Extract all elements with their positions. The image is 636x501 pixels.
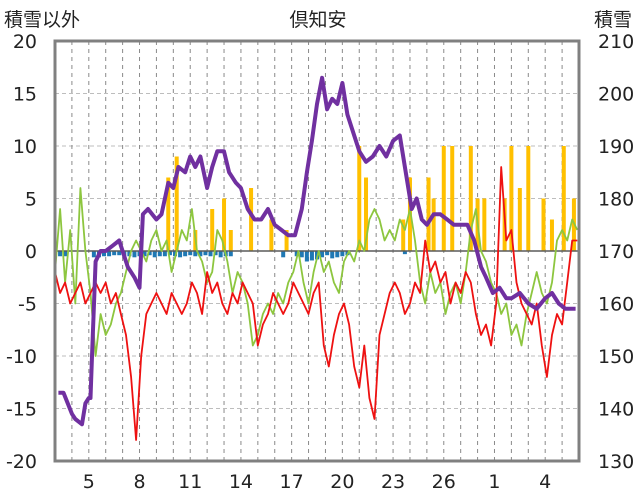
- right-tick-label: 210: [598, 31, 634, 53]
- snowfall-bar: [450, 146, 455, 251]
- sunshine-bar: [213, 251, 218, 256]
- sunshine-bar: [198, 251, 203, 257]
- sunshine-bar: [304, 251, 309, 262]
- sunshine-bar: [188, 251, 193, 256]
- snowfall-bar: [431, 198, 436, 251]
- left-tick-label: 20: [13, 31, 37, 53]
- sunshine-bar: [132, 251, 137, 258]
- snowfall-bar: [174, 156, 179, 251]
- axis-labels: 20151050-5-10-15-20210200190180170160150…: [6, 31, 634, 493]
- sunshine-bar: [193, 251, 198, 257]
- x-tick-label: 23: [381, 471, 405, 493]
- snowfall-bar: [517, 188, 522, 251]
- left-tick-label: 5: [25, 189, 37, 211]
- chart-marks: [54, 75, 579, 441]
- x-tick-label: 4: [539, 471, 551, 493]
- right-tick-label: 180: [598, 189, 634, 211]
- snowfall-bar: [509, 146, 514, 251]
- sunshine-bar: [147, 251, 152, 256]
- snowfall-bar: [357, 146, 362, 251]
- snowfall-bar: [482, 198, 487, 251]
- sunshine-bar: [91, 251, 96, 258]
- sunshine-bar: [178, 251, 183, 258]
- snowfall-bar: [549, 219, 554, 251]
- left-tick-label: -20: [6, 451, 37, 473]
- sunshine-bar: [107, 251, 112, 257]
- left-tick-label: 0: [25, 241, 37, 263]
- left-tick-label: -15: [6, 399, 37, 421]
- sunshine-bar: [152, 251, 157, 258]
- snowfall-bar: [441, 146, 446, 251]
- sunshine-bar: [142, 251, 147, 257]
- left-tick-label: -10: [6, 346, 37, 368]
- sunshine-bar: [157, 251, 162, 257]
- sunshine-bar: [162, 251, 167, 257]
- snowfall-bar: [364, 177, 369, 251]
- x-tick-label: 5: [83, 471, 95, 493]
- plot-frame: [53, 39, 581, 463]
- sunshine-bar: [127, 251, 132, 257]
- left-tick-label: -5: [18, 294, 37, 316]
- sunshine-bar: [167, 251, 172, 256]
- sunshine-bar: [63, 251, 68, 257]
- snowfall-bar: [222, 198, 227, 251]
- snowfall-bar: [269, 219, 274, 251]
- sunshine-bar: [183, 251, 188, 257]
- sunshine-bar: [117, 251, 122, 256]
- sunshine-bar: [208, 251, 213, 257]
- right-axis-label: 積雪: [594, 9, 632, 31]
- x-tick-label: 20: [330, 471, 354, 493]
- right-tick-label: 140: [598, 399, 634, 421]
- sunshine-bar: [330, 251, 335, 259]
- left-tick-label: 15: [13, 84, 37, 106]
- snowfall-bar: [468, 146, 473, 251]
- right-tick-label: 200: [598, 84, 634, 106]
- sunshine-bar: [335, 251, 340, 258]
- chart-title: 倶知安: [289, 9, 346, 31]
- right-tick-label: 150: [598, 346, 634, 368]
- sunshine-bar: [299, 251, 304, 258]
- right-tick-label: 190: [598, 136, 634, 158]
- sunshine-bar: [173, 251, 178, 257]
- sunshine-bar: [309, 251, 314, 261]
- snowfall-bar: [210, 209, 215, 251]
- sunshine-bar: [218, 251, 223, 258]
- x-tick-label: 8: [133, 471, 145, 493]
- sunshine-bar: [294, 251, 299, 257]
- sunshine-bar: [340, 251, 345, 257]
- snowfall-bar: [401, 219, 406, 251]
- snowfall-bar: [541, 198, 546, 251]
- sunshine-bar: [228, 251, 233, 257]
- snowfall-bar: [228, 230, 233, 251]
- sunshine-bar: [281, 251, 286, 258]
- right-tick-label: 170: [598, 241, 634, 263]
- sunshine-bar: [203, 251, 208, 256]
- sunshine-bar: [112, 251, 117, 256]
- snowfall-bar: [249, 188, 254, 251]
- left-axis-label: 積雪以外: [4, 9, 80, 31]
- right-tick-label: 160: [598, 294, 634, 316]
- x-tick-label: 26: [432, 471, 456, 493]
- snowfall-bar: [426, 177, 431, 251]
- snowfall-bar: [526, 146, 531, 251]
- left-tick-label: 10: [13, 136, 37, 158]
- snowfall-bar: [166, 177, 171, 251]
- min_temp-line: [54, 166, 578, 441]
- snowfall-bar: [561, 146, 566, 251]
- x-tick-label: 14: [229, 471, 253, 493]
- sunshine-bar: [402, 251, 407, 255]
- snow_depth-line: [58, 75, 576, 427]
- sunshine-bar: [102, 251, 107, 257]
- x-tick-label: 17: [280, 471, 304, 493]
- x-tick-label: 1: [488, 471, 500, 493]
- sunshine-bar: [320, 251, 325, 258]
- right-tick-label: 130: [598, 451, 634, 473]
- x-tick-label: 11: [178, 471, 202, 493]
- snowfall-bar: [284, 230, 289, 251]
- sunshine-bar: [325, 251, 330, 256]
- sunshine-bar: [58, 251, 63, 257]
